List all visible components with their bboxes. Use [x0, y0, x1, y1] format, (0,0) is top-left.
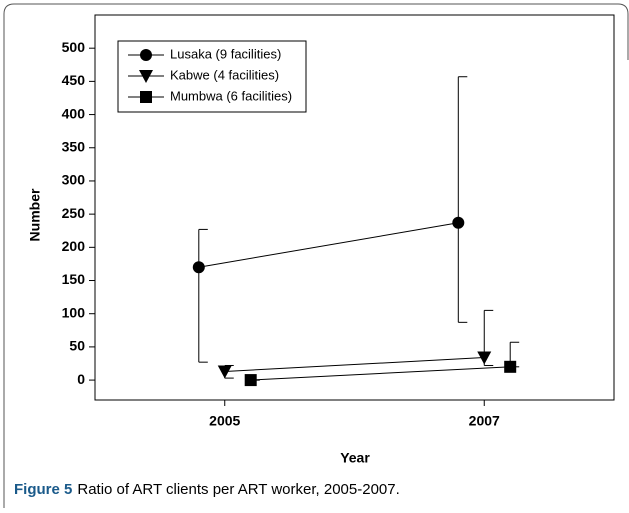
- y-tick-label: 100: [62, 304, 86, 320]
- series-line: [224, 357, 485, 372]
- x-tick-label: 2005: [209, 413, 240, 429]
- marker: [452, 216, 465, 229]
- legend-marker: [140, 49, 152, 61]
- legend-label: Kabwe (4 facilities): [170, 67, 279, 82]
- y-tick-label: 450: [62, 72, 86, 88]
- legend-label: Mumbwa (6 facilities): [170, 88, 292, 103]
- marker: [217, 365, 232, 379]
- marker: [504, 360, 517, 373]
- marker: [477, 351, 492, 365]
- legend-label: Lusaka (9 facilities): [170, 46, 281, 61]
- caption-label: Figure 5: [14, 481, 72, 498]
- marker: [192, 261, 205, 274]
- series-line: [198, 222, 459, 268]
- caption-text: Ratio of ART clients per ART worker, 200…: [77, 481, 399, 498]
- y-tick-label: 400: [62, 105, 86, 121]
- x-axis-label: Year: [340, 450, 370, 466]
- caption: Figure 5 Ratio of ART clients per ART wor…: [14, 481, 400, 498]
- y-tick-label: 150: [62, 271, 86, 287]
- legend-marker: [140, 91, 152, 103]
- frame: [3, 3, 629, 508]
- y-tick-label: 200: [62, 238, 86, 254]
- y-tick-label: 350: [62, 138, 86, 154]
- y-tick-label: 500: [62, 39, 86, 55]
- y-tick-label: 0: [77, 371, 85, 387]
- y-tick-label: 250: [62, 205, 86, 221]
- plot-area: [94, 14, 615, 401]
- y-tick-label: 50: [69, 338, 85, 354]
- marker: [244, 374, 257, 387]
- y-axis-label: Number: [27, 188, 43, 241]
- y-tick-label: 300: [62, 172, 86, 188]
- series-line: [250, 366, 511, 381]
- legend-marker: [139, 70, 153, 83]
- x-tick-label: 2007: [469, 413, 500, 429]
